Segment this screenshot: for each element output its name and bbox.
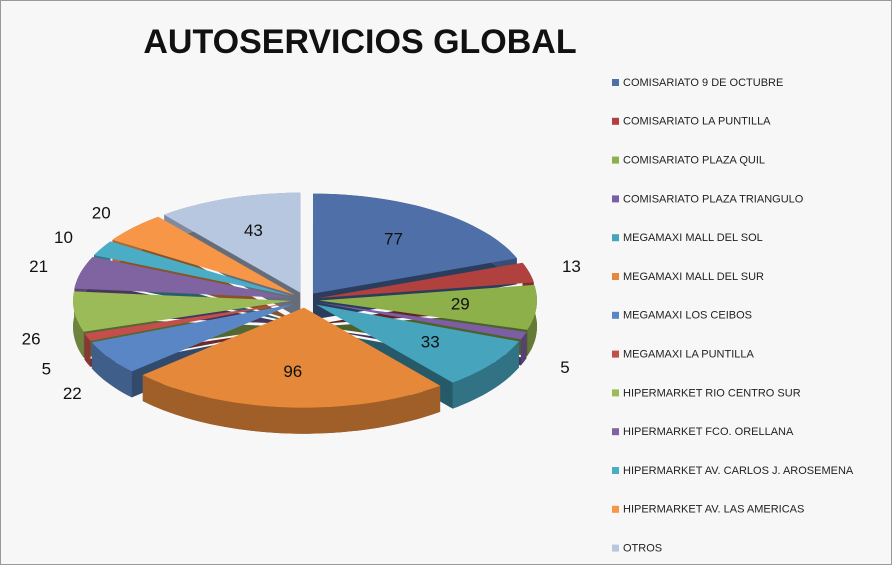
data-label: 10 bbox=[54, 228, 73, 247]
legend-label: HIPERMARKET RIO CENTRO SUR bbox=[623, 387, 801, 399]
slice bbox=[94, 241, 293, 297]
legend: COMISARIATO 9 DE OCTUBRE COMISARIATO LA P… bbox=[612, 77, 854, 555]
data-label: 43 bbox=[244, 221, 263, 240]
data-label: 29 bbox=[451, 295, 470, 314]
legend-label: COMISARIATO LA PUNTILLA bbox=[623, 116, 771, 128]
slice-side bbox=[452, 341, 519, 409]
slice-side bbox=[520, 332, 527, 366]
legend-label: OTROS bbox=[623, 543, 662, 555]
legend-swatch bbox=[612, 195, 619, 203]
legend-swatch bbox=[612, 505, 619, 513]
legend-label: COMISARIATO 9 DE OCTUBRE bbox=[623, 77, 783, 89]
legend-label: COMISARIATO PLAZA QUIL bbox=[623, 155, 765, 167]
slice bbox=[318, 284, 537, 330]
slice bbox=[312, 193, 517, 294]
legend-label: MEGAMAXI LA PUNTILLA bbox=[623, 349, 754, 361]
slice bbox=[164, 192, 301, 293]
data-label: 13 bbox=[562, 257, 581, 276]
legend-swatch bbox=[612, 428, 619, 436]
legend-swatch bbox=[612, 544, 619, 552]
slice-side bbox=[84, 333, 91, 367]
legend-label: MEGAMAXI MALL DEL SOL bbox=[623, 232, 763, 244]
data-label: 26 bbox=[22, 329, 41, 348]
legend-swatch bbox=[612, 311, 619, 319]
legend-label: HIPERMARKET FCO. ORELLANA bbox=[623, 426, 794, 438]
data-label: 96 bbox=[283, 362, 302, 381]
data-label: 5 bbox=[42, 360, 51, 379]
data-label: 5 bbox=[560, 358, 569, 377]
slice bbox=[318, 262, 534, 299]
slice bbox=[142, 307, 441, 408]
legend-swatch bbox=[612, 234, 619, 242]
data-label: 22 bbox=[63, 384, 82, 403]
legend-swatch bbox=[612, 156, 619, 164]
legend-swatch bbox=[612, 350, 619, 358]
legend-label: COMISARIATO PLAZA TRIANGULO bbox=[623, 193, 804, 205]
data-label: 77 bbox=[384, 230, 403, 249]
data-label: 21 bbox=[29, 257, 48, 276]
chart-title: AUTOSERVICIOS GLOBAL bbox=[143, 23, 576, 61]
legend-label: MEGAMAXI LOS CEIBOS bbox=[623, 310, 752, 322]
slice bbox=[74, 256, 292, 299]
slice bbox=[84, 302, 292, 341]
data-label: 20 bbox=[92, 204, 111, 223]
legend-label: MEGAMAXI MALL DEL SUR bbox=[623, 271, 764, 283]
legend-swatch bbox=[612, 79, 619, 86]
slice bbox=[316, 304, 519, 383]
slice bbox=[112, 216, 295, 295]
slice bbox=[318, 302, 527, 340]
legend-label: HIPERMARKET AV. CARLOS J. AROSEMENA bbox=[623, 465, 854, 477]
slice-side bbox=[142, 375, 441, 434]
slice-side bbox=[73, 291, 84, 358]
slice bbox=[91, 304, 294, 372]
legend-swatch bbox=[612, 467, 619, 474]
legend-swatch bbox=[612, 117, 619, 125]
legend-swatch bbox=[612, 389, 619, 397]
legend-swatch bbox=[612, 273, 619, 280]
legend-label: HIPERMARKET AV. LAS AMERICAS bbox=[623, 504, 804, 516]
slice bbox=[73, 291, 292, 332]
data-label: 33 bbox=[421, 333, 440, 352]
slice-side bbox=[91, 342, 132, 398]
